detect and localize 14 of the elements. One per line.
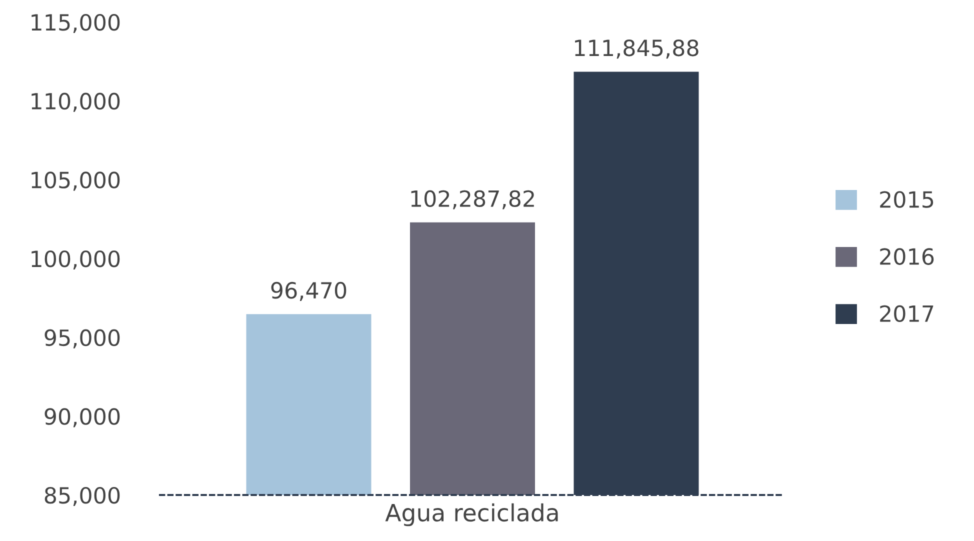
data-label: 102,287,82 [411, 190, 534, 210]
y-tick-label: 110,000 [32, 92, 120, 112]
y-tick-label: 115,000 [32, 14, 120, 34]
y-tick-label: 105,000 [32, 172, 120, 191]
legend-label: 2016 [880, 248, 934, 265]
data-label: 111,845,88 [575, 40, 698, 59]
data-label: 96,470 [271, 282, 346, 302]
x-tick-label: Agua reciclada [385, 503, 558, 526]
y-tick-label: 90,000 [44, 408, 120, 428]
y-tick-label: 100,000 [32, 250, 120, 270]
legend-label: 2015 [880, 191, 934, 208]
legend-label: 2017 [880, 305, 934, 322]
y-tick-label: 85,000 [44, 486, 120, 506]
y-tick-label: 95,000 [44, 329, 120, 348]
